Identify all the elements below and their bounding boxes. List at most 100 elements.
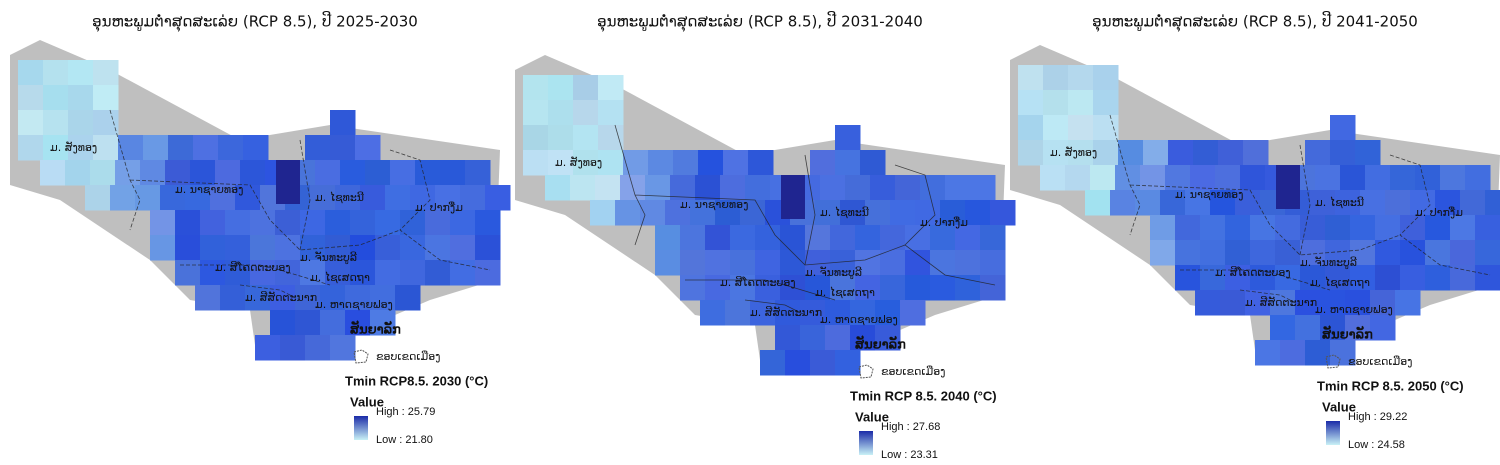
grid-cell (715, 200, 741, 226)
grid-cell (200, 260, 226, 286)
grid-cell (330, 335, 356, 361)
hot-cell (781, 175, 805, 219)
grid-cell (965, 200, 991, 226)
grid-cell (725, 300, 751, 326)
grid-cell (43, 60, 69, 86)
grid-cell (830, 275, 856, 301)
grid-cell (300, 235, 326, 261)
grid-cell (1243, 140, 1269, 166)
legend-value: Value (855, 409, 889, 424)
grid-cell (200, 235, 226, 261)
grid-cell (1150, 240, 1176, 266)
grid-cell (118, 135, 144, 161)
grid-cell (623, 150, 649, 176)
grid-cell (90, 160, 116, 186)
district-label: ມ. ນາຊາຍທອງ (1175, 188, 1243, 201)
grid-cell (595, 175, 621, 201)
grid-cell (1325, 265, 1351, 291)
grid-cell (1175, 215, 1201, 241)
grid-cell (805, 225, 831, 251)
grid-cell (450, 235, 476, 261)
grid-cell (475, 235, 501, 261)
grid-cell (1218, 140, 1244, 166)
grid-cell (18, 135, 44, 161)
grid-cell (920, 175, 946, 201)
grid-cell (300, 260, 326, 286)
legend-heading: ສັນຍາລັກ (350, 321, 401, 336)
grid-cell (350, 260, 376, 286)
grid-cell (1395, 290, 1421, 316)
grid-cell (820, 175, 846, 201)
grid-cell (800, 325, 826, 351)
grid-cell (1043, 115, 1069, 141)
grid-cell (1018, 90, 1044, 116)
grid-cell (1043, 140, 1069, 166)
grid-cell (1220, 290, 1246, 316)
grid-cell (1350, 265, 1376, 291)
grid-cell (1345, 290, 1371, 316)
district-label: ມ. ໄຊເສດຖາ (815, 286, 875, 299)
grid-cell (1475, 240, 1500, 266)
district-boundary (614, 124, 996, 316)
grid-cell (1190, 165, 1216, 191)
grid-cell (280, 335, 306, 361)
grid-cell (1175, 265, 1201, 291)
grid-cell (270, 310, 296, 336)
grid-cell (1310, 190, 1336, 216)
grid-cell (240, 160, 266, 186)
grid-cell (375, 235, 401, 261)
grid-cell (1245, 290, 1271, 316)
grid-cell (295, 285, 321, 311)
district-label: ມ. ໄຊເສດຖາ (310, 271, 370, 284)
grid-cell (1275, 215, 1301, 241)
grid-cell (185, 185, 211, 211)
grid-cell (875, 325, 901, 351)
grid-cell (1295, 315, 1321, 341)
grid-cell (730, 275, 756, 301)
grid-cell (900, 300, 926, 326)
grid-cell (68, 110, 94, 136)
grid-cell (598, 150, 624, 176)
grid-cell (1375, 265, 1401, 291)
grid-cell (705, 225, 731, 251)
grid-cell (855, 275, 881, 301)
grid-cell (175, 260, 201, 286)
grid-cell (68, 135, 94, 161)
grid-cell (1350, 240, 1376, 266)
grid-cell (235, 185, 261, 211)
grid-cell (805, 250, 831, 276)
boundary-icon (353, 349, 369, 364)
hot-cell (276, 160, 300, 204)
grid-cell (18, 85, 44, 111)
grid-cell (1068, 90, 1094, 116)
grid-cell (18, 60, 44, 86)
grid-cell (598, 100, 624, 126)
grid-cell (215, 160, 241, 186)
grid-cell (810, 150, 836, 176)
grid-cell (200, 210, 226, 236)
grid-cell (450, 210, 476, 236)
grid-cell (573, 150, 599, 176)
grid-cell (18, 110, 44, 136)
grid-cell (305, 135, 331, 161)
grid-cell (573, 100, 599, 126)
grid-cell (1385, 190, 1411, 216)
grid-cell (1400, 240, 1426, 266)
grid-cell (940, 200, 966, 226)
grid-cell (880, 275, 906, 301)
grid-cell (1175, 240, 1201, 266)
grid-cell (1340, 165, 1366, 191)
grid-cell (225, 235, 251, 261)
grid-cell (598, 125, 624, 151)
grid-cell (325, 210, 351, 236)
district-boundary (109, 109, 491, 301)
district-label: ມ. ໄຊທະນີ (820, 206, 869, 219)
grid-cell (275, 235, 301, 261)
grid-cell (1330, 115, 1356, 141)
grid-cell (1400, 215, 1426, 241)
grid-cell (460, 185, 486, 211)
